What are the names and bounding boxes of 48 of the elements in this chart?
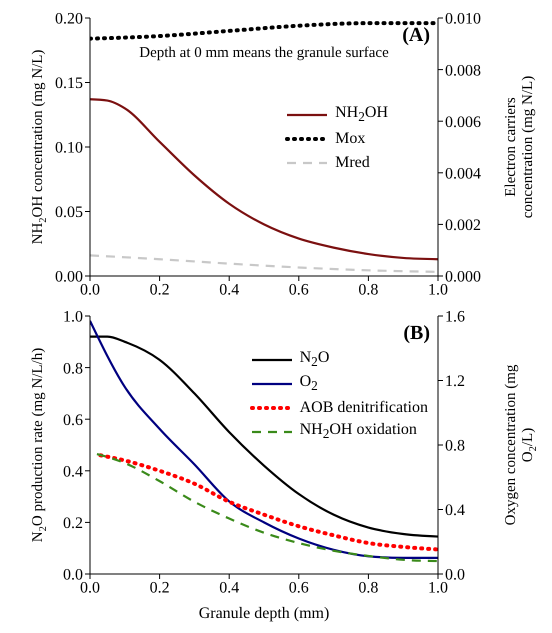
- legend-label: NH$_{2}$OH oxidation: [300, 421, 417, 443]
- legend-label: Mox: [335, 130, 366, 148]
- y-tick-label: 0.00: [55, 268, 83, 286]
- y-tick-label: 0.4: [63, 463, 83, 480]
- x-tick-label: 0.4: [219, 281, 240, 298]
- y-tick-label: 1.0: [63, 308, 83, 326]
- y2-tick-label: 0.002: [445, 217, 481, 234]
- annotation: (B): [402, 322, 430, 345]
- y-tick-label: 0.10: [55, 140, 83, 157]
- y2-tick-label: 1.2: [445, 373, 465, 390]
- x-tick-label: 0.8: [358, 281, 378, 298]
- y2-tick-label: 0.004: [445, 165, 481, 182]
- y2-tick-label: 0.010: [445, 10, 481, 28]
- x-tick-label: 0.4: [219, 579, 240, 596]
- y-tick-label: 0.2: [63, 515, 83, 532]
- y-tick-label: 0.05: [55, 204, 83, 222]
- annotation: (A): [402, 24, 430, 46]
- x-tick-label: 1.0: [428, 579, 448, 596]
- x-tick-label: 0.0: [80, 281, 100, 298]
- legend-label: N$_{2}$O: [300, 349, 330, 371]
- x-tick-label: 0.2: [150, 579, 170, 596]
- y-tick-label: 0.6: [63, 412, 83, 429]
- legend-label: Mred: [335, 154, 370, 172]
- y-tick-label: 0.15: [55, 75, 83, 92]
- y2-tick-label: 0.8: [445, 438, 465, 455]
- annotation: Depth at 0 mm means the granule surface: [138, 45, 390, 62]
- y-tick-label: 0.0: [63, 566, 83, 584]
- y-tick-label: 0.8: [63, 360, 83, 378]
- line-series: [90, 320, 438, 559]
- legend-label: NH$_{2}$OH: [335, 104, 388, 126]
- line-series: [90, 98, 438, 260]
- legend-label: O$_{2}$: [300, 373, 318, 395]
- y2-tick-label: 0.000: [445, 268, 481, 286]
- y2-tick-label: 0.0: [445, 566, 465, 584]
- x-tick-label: 0.6: [288, 281, 309, 298]
- x-tick-label: 1.0: [428, 281, 448, 298]
- x-tick-label: 0.8: [358, 579, 378, 596]
- y2-tick-label: 1.6: [445, 308, 465, 326]
- y2-tick-label: 0.006: [445, 114, 481, 131]
- x-tick-label: 0.2: [150, 281, 170, 298]
- x-tick-label: 0.6: [288, 579, 309, 596]
- y2-tick-label: 0.4: [445, 502, 465, 520]
- legend-label: AOB denitrification: [300, 399, 428, 417]
- y2-tick-label: 0.008: [445, 62, 481, 80]
- y2-axis-title: Electron carriers concentration (mg N/L): [503, 76, 536, 218]
- y-tick-label: 0.20: [55, 10, 83, 28]
- x-tick-label: 0.0: [80, 579, 100, 596]
- x-axis-title: Granule depth (mm): [198, 605, 330, 622]
